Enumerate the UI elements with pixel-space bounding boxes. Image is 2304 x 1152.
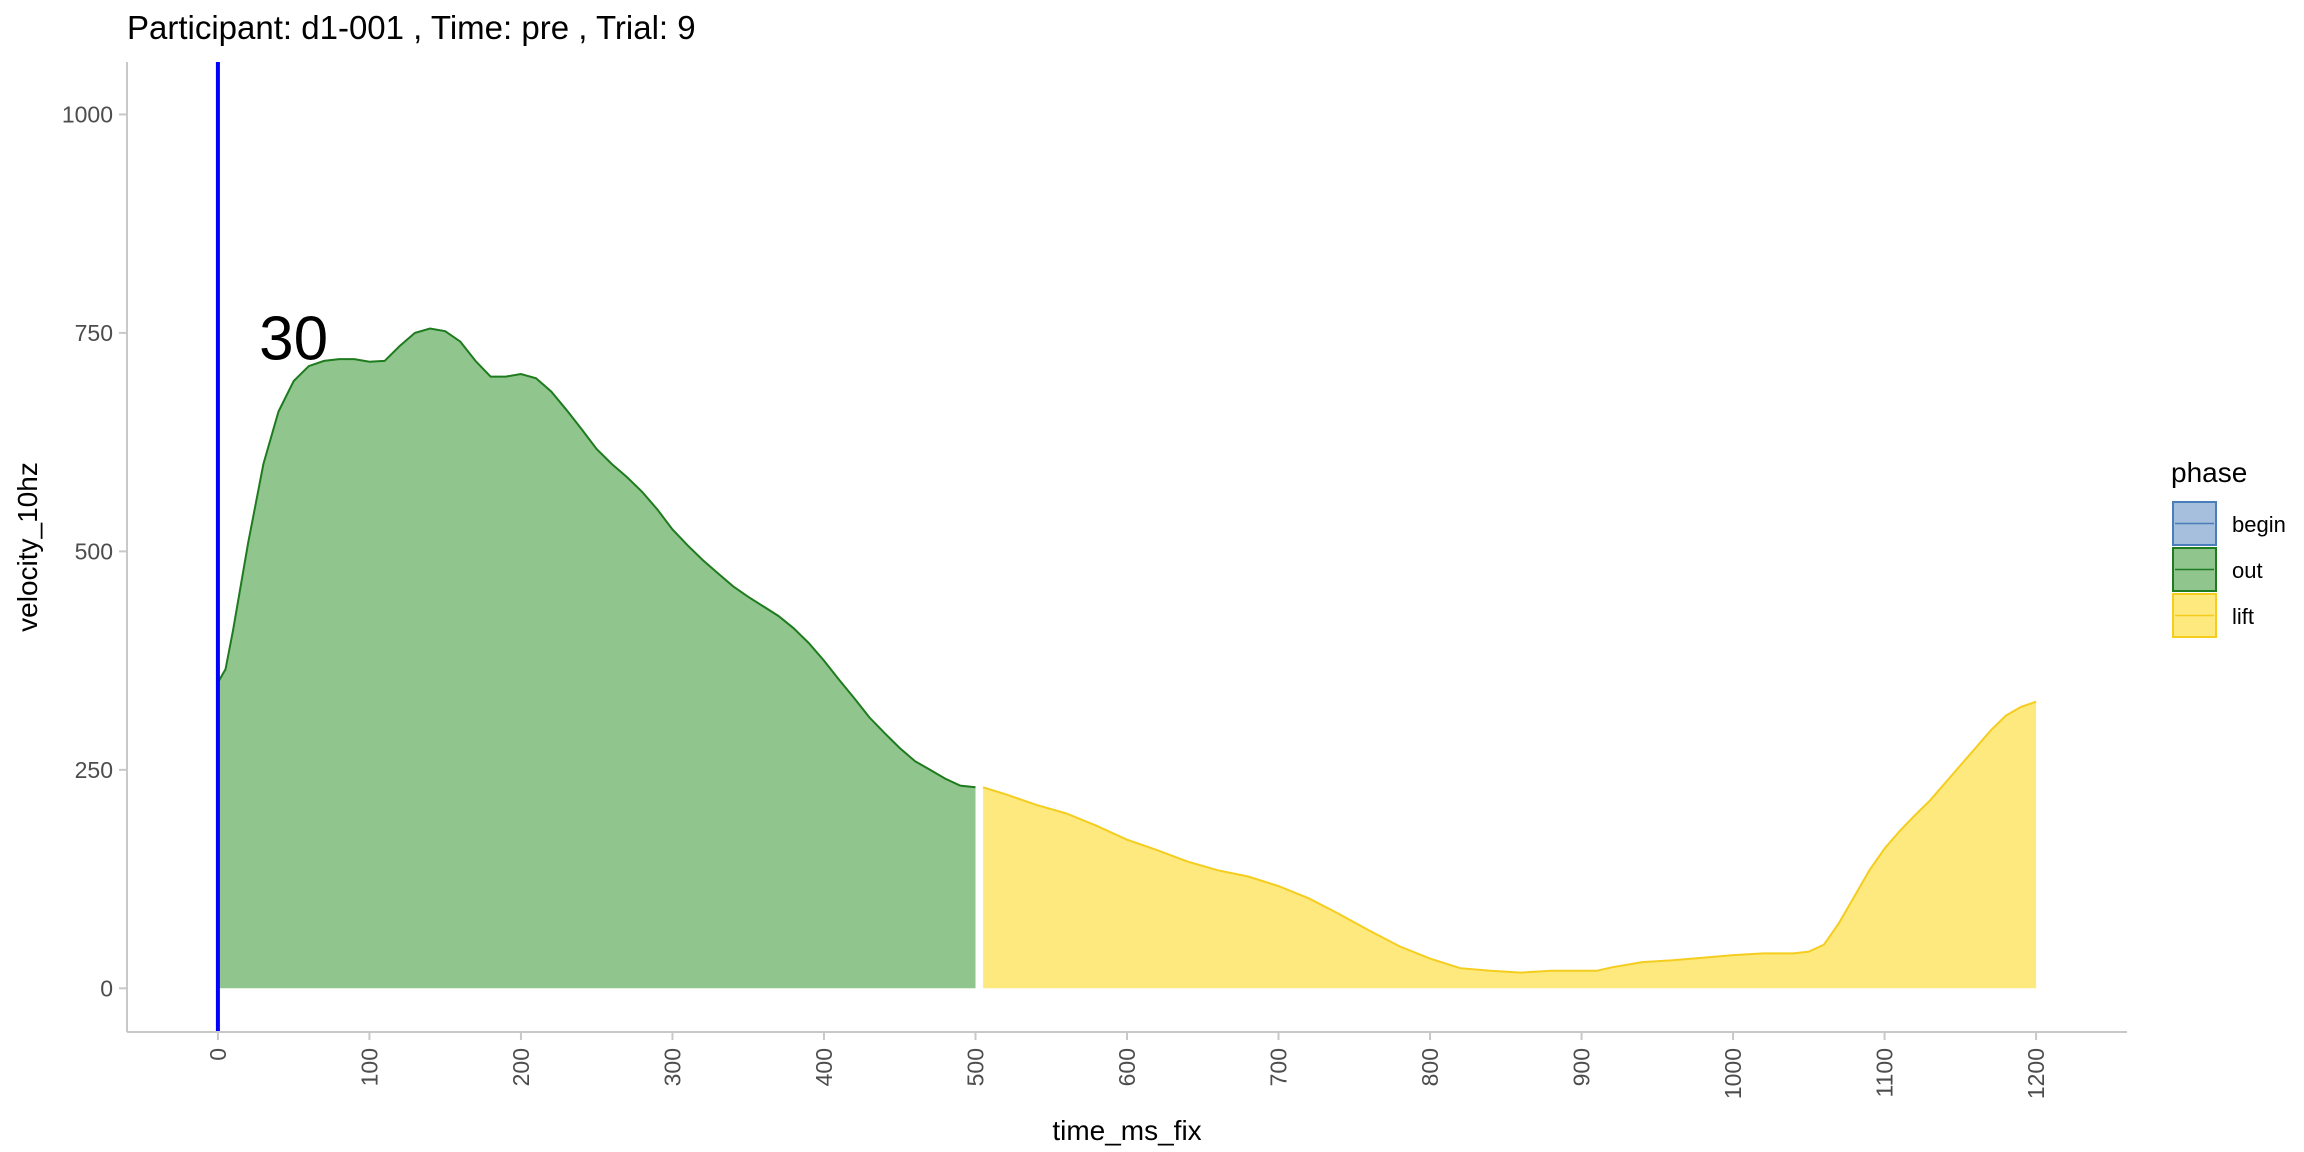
- x-tick-label: 1100: [1872, 1048, 1898, 1097]
- y-tick-label: 1000: [62, 101, 113, 127]
- line-out: [217, 327, 976, 789]
- legend-label-out: out: [2232, 558, 2263, 583]
- x-tick-label: 800: [1417, 1048, 1443, 1086]
- x-tick-label: 300: [659, 1048, 685, 1086]
- x-tick-label: 1000: [1720, 1048, 1746, 1099]
- y-axis-ticks: 0 250 500 750 1000: [62, 101, 127, 1001]
- y-tick-label: 250: [75, 757, 113, 783]
- area-out: [217, 328, 976, 989]
- x-tick-label: 500: [962, 1048, 988, 1086]
- x-tick-label: 700: [1266, 1048, 1292, 1086]
- x-tick-label: 900: [1569, 1048, 1595, 1086]
- y-tick-label: 0: [100, 975, 113, 1001]
- legend: begin out lift: [2172, 501, 2286, 638]
- legend-title: phase: [2171, 457, 2247, 488]
- y-axis-title: velocity_10hz: [12, 462, 43, 632]
- x-tick-label: 100: [356, 1048, 382, 1086]
- x-tick-label: 200: [508, 1048, 534, 1086]
- x-axis-ticks: 0 100 200 300 400 500 600 700 800 900 1000 1100 1200: [205, 1032, 2049, 1099]
- series-areas: [217, 327, 2037, 989]
- y-tick-label: 750: [75, 320, 113, 346]
- x-tick-label: 400: [811, 1048, 837, 1086]
- line-lift: [982, 700, 2037, 974]
- x-tick-label: 0: [205, 1048, 231, 1061]
- x-tick-label: 1200: [2023, 1048, 2049, 1099]
- chart-title: Participant: d1-001 , Time: pre , Trial:…: [127, 9, 696, 46]
- legend-label-begin: begin: [2232, 512, 2286, 537]
- annotation-label: 30: [259, 304, 328, 373]
- x-axis-title: time_ms_fix: [1052, 1115, 1201, 1146]
- y-tick-label: 500: [75, 538, 113, 564]
- area-lift: [983, 701, 2037, 989]
- legend-label-lift: lift: [2232, 604, 2254, 629]
- x-tick-label: 600: [1114, 1048, 1140, 1086]
